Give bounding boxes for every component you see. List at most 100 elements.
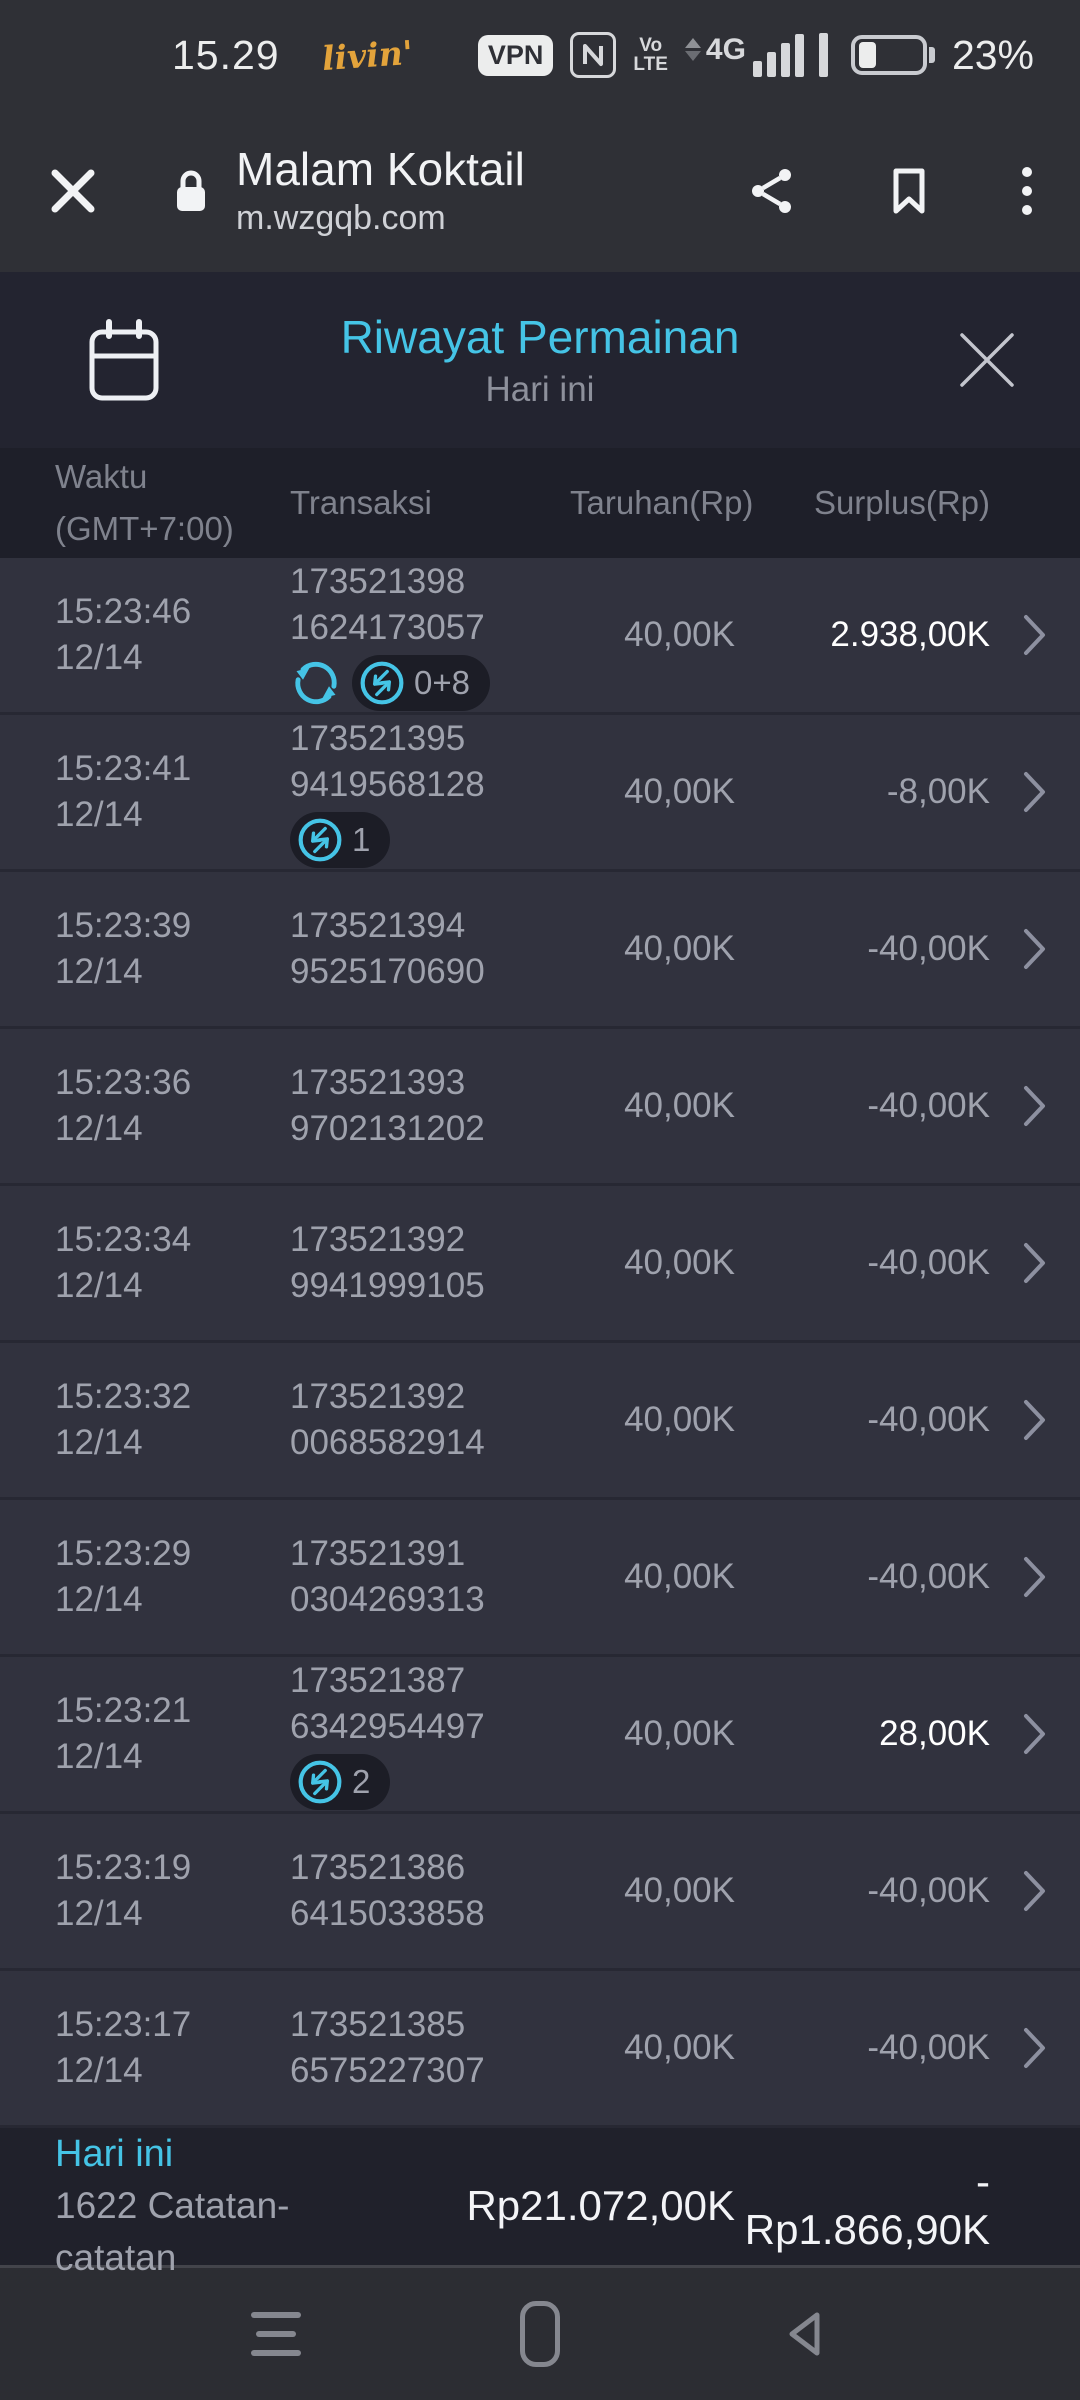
row-transaction-ids: 173521385 6575227307	[290, 2005, 485, 2090]
table-row[interactable]: 15:23:39 12/14 173521394 9525170690 40,00K…	[0, 872, 1080, 1029]
calendar-icon[interactable]	[86, 316, 162, 404]
chevron-right-icon	[990, 1868, 1080, 1914]
row-surplus: -40,00K	[867, 1557, 990, 1596]
summary-bar: Hari ini 1622 Catatan-catatan Rp21.072,0…	[0, 2128, 1080, 2278]
browser-header: Malam Koktail m.wzgqb.com	[0, 110, 1080, 272]
status-icons: VPN Vo LTE 4G 23%	[477, 31, 1034, 79]
recents-icon[interactable]	[250, 2312, 302, 2356]
table-row[interactable]: 15:23:32 12/14 173521392 0068582914 40,00K…	[0, 1343, 1080, 1500]
summary-left: Hari ini 1622 Catatan-catatan	[55, 2128, 405, 2284]
row-transaction-ids: 173521395 9419568128 1	[290, 716, 570, 868]
row-badges: 0+8	[290, 655, 570, 711]
chevron-right-icon	[990, 1711, 1080, 1757]
table-row[interactable]: 15:23:36 12/14 173521393 9702131202 40,00K…	[0, 1029, 1080, 1186]
row-time: 15:23:39 12/14	[55, 906, 192, 991]
page-title-block: Malam Koktail m.wzgqb.com	[236, 142, 525, 240]
browser-actions	[748, 166, 1032, 216]
status-time: 15.29	[172, 31, 280, 78]
row-time: 15:23:29 12/14	[55, 1534, 192, 1619]
rounds-badge-count: 2	[352, 1763, 371, 1800]
row-time: 15:23:46 12/14	[55, 592, 192, 677]
vpn-badge: VPN	[477, 34, 554, 76]
chevron-right-icon	[990, 1554, 1080, 1600]
rounds-badge: 1	[290, 812, 391, 868]
row-transaction-ids: 173521392 9941999105	[290, 1220, 485, 1305]
table-row[interactable]: 15:23:41 12/14 173521395 9419568128 1 40,0…	[0, 715, 1080, 872]
chevron-right-icon	[990, 2025, 1080, 2071]
home-icon[interactable]	[514, 2301, 566, 2367]
table-row[interactable]: 15:23:29 12/14 173521391 0304269313 40,00K…	[0, 1500, 1080, 1657]
back-icon[interactable]	[778, 2308, 830, 2360]
row-transaction-ids: 173521394 9525170690	[290, 906, 485, 991]
page-title: Malam Koktail	[236, 143, 525, 195]
row-badges: 1	[290, 812, 570, 868]
rounds-badge: 2	[290, 1754, 391, 1810]
table-row[interactable]: 15:23:21 12/14 173521387 6342954497 2 40,0…	[0, 1657, 1080, 1814]
rounds-badge: 0+8	[352, 655, 490, 711]
summary-total-surplus: -Rp1.866,90K	[744, 2158, 990, 2253]
header-transaksi: Transaksi	[290, 484, 432, 521]
table-row[interactable]: 15:23:46 12/14 173521398 1624173057 0+8 40…	[0, 558, 1080, 715]
table-row[interactable]: 15:23:34 12/14 173521392 9941999105 40,00K…	[0, 1186, 1080, 1343]
modal-title: Riwayat Permainan	[340, 311, 740, 363]
swap-arrows-icon	[359, 660, 405, 706]
status-bar: 15.29 livin' VPN Vo LTE 4G 23%	[0, 0, 1080, 110]
close-icon[interactable]	[50, 168, 96, 214]
nfc-icon	[570, 32, 617, 78]
header-surplus: Surplus(Rp)	[813, 484, 990, 521]
row-surplus: 2.938,00K	[830, 615, 990, 654]
chevron-right-icon	[990, 926, 1080, 972]
row-time: 15:23:21 12/14	[55, 1691, 192, 1776]
row-transaction-ids: 173521391 0304269313	[290, 1534, 485, 1619]
data-activity-arrows-icon	[684, 38, 701, 61]
rounds-badge-count: 0+8	[414, 664, 470, 701]
summary-period: Hari ini	[55, 2133, 174, 2175]
row-badges: 2	[290, 1754, 570, 1810]
chevron-right-icon	[990, 1240, 1080, 1286]
lock-icon[interactable]	[172, 167, 210, 215]
chevron-right-icon	[990, 1397, 1080, 1443]
table-row[interactable]: 15:23:17 12/14 173521385 6575227307 40,00K…	[0, 1971, 1080, 2128]
livin-notification-icon: livin'	[320, 32, 414, 78]
modal-subtitle: Hari ini	[485, 370, 595, 409]
row-time: 15:23:36 12/14	[55, 1063, 192, 1148]
history-modal-header: Riwayat Permainan Hari ini	[0, 272, 1080, 448]
row-bet: 40,00K	[624, 1714, 735, 1753]
battery-icon	[850, 35, 935, 75]
header-taruhan: Taruhan(Rp)	[570, 484, 754, 521]
table-row[interactable]: 15:23:19 12/14 173521386 6415033858 40,00K…	[0, 1814, 1080, 1971]
row-time: 15:23:34 12/14	[55, 1220, 192, 1305]
chevron-right-icon	[990, 1083, 1080, 1129]
row-transaction-ids: 173521386 6415033858	[290, 1848, 485, 1933]
header-waktu: Waktu (GMT+7:00)	[55, 458, 234, 547]
bookmark-icon[interactable]	[888, 166, 930, 216]
row-surplus: 28,00K	[879, 1714, 990, 1753]
table-header: Waktu (GMT+7:00) Transaksi Taruhan(Rp) S…	[0, 448, 1080, 558]
row-bet: 40,00K	[624, 929, 735, 968]
summary-total-bet: Rp21.072,00K	[466, 2182, 735, 2229]
summary-record-count: 1622 Catatan-catatan	[55, 2185, 290, 2278]
row-surplus: -40,00K	[867, 1086, 990, 1125]
row-transaction-ids: 173521392 0068582914	[290, 1377, 485, 1462]
row-transaction-ids: 173521398 1624173057 0+8	[290, 559, 570, 711]
share-icon[interactable]	[748, 166, 796, 216]
row-bet: 40,00K	[624, 1557, 735, 1596]
row-bet: 40,00K	[624, 1400, 735, 1439]
swap-arrows-icon	[297, 1759, 343, 1805]
row-bet: 40,00K	[624, 615, 735, 654]
row-surplus: -40,00K	[867, 1243, 990, 1282]
row-transaction-ids: 173521387 6342954497 2	[290, 1658, 570, 1810]
battery-percent: 23%	[951, 31, 1034, 78]
rounds-badge-count: 1	[352, 821, 371, 858]
row-bet: 40,00K	[624, 2028, 735, 2067]
page-url[interactable]: m.wzgqb.com	[236, 199, 446, 237]
row-bet: 40,00K	[624, 1243, 735, 1282]
row-bet: 40,00K	[624, 1871, 735, 1910]
signal-bars-icon	[752, 34, 804, 77]
chevron-right-icon	[990, 612, 1080, 658]
signal-bar-sim2-icon	[818, 33, 828, 77]
kebab-menu-icon[interactable]	[1022, 166, 1032, 216]
modal-close-icon[interactable]	[954, 327, 1020, 393]
refresh-icon	[290, 657, 342, 709]
